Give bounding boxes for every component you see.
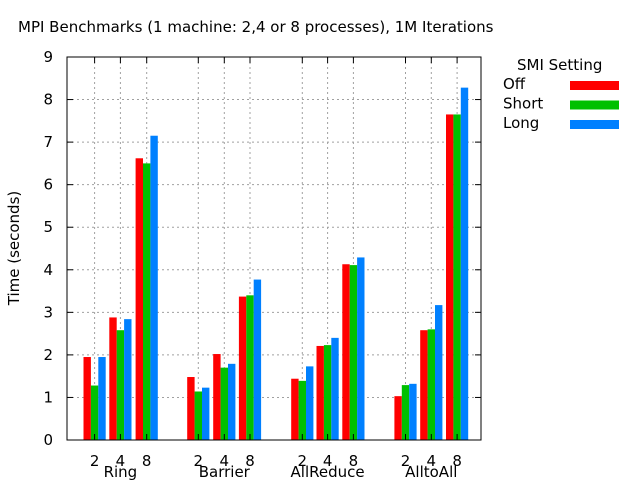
- bar-off-barrier-2: [187, 377, 195, 440]
- bar-long-barrier-4: [228, 363, 236, 440]
- legend-label-short: Short: [503, 95, 543, 113]
- bar-off-allreduce-8: [342, 264, 350, 440]
- bar-off-barrier-4: [213, 354, 221, 440]
- y-tick-label: 0: [43, 431, 53, 449]
- bar-off-allreduce-2: [291, 378, 299, 440]
- bar-short-ring-2: [90, 385, 99, 440]
- y-axis-label: Time (seconds): [5, 191, 23, 307]
- bar-short-ring-8: [143, 163, 151, 440]
- x-tick-label: 8: [349, 452, 359, 470]
- legend-swatch-long: [570, 120, 619, 129]
- legend-label-off: Off: [503, 75, 526, 93]
- x-tick-label: 2: [298, 452, 308, 470]
- bar-off-allreduce-4: [316, 345, 324, 440]
- y-tick-label: 2: [43, 346, 53, 364]
- bar-short-alltoall-4: [427, 329, 435, 440]
- legend-label-long: Long: [503, 114, 539, 132]
- bar-short-barrier-4: [220, 367, 228, 440]
- bar-short-allreduce-4: [323, 345, 332, 440]
- bar-off-alltoall-2: [394, 396, 402, 440]
- bars: [83, 87, 469, 440]
- y-tick-label: 6: [43, 176, 53, 194]
- legend-swatch-off: [570, 81, 619, 90]
- bar-short-alltoall-2: [401, 385, 410, 440]
- x-tick-label: 4: [427, 452, 437, 470]
- bar-long-alltoall-2: [409, 383, 417, 440]
- bar-off-ring-8: [135, 158, 143, 440]
- bar-short-barrier-2: [194, 391, 202, 440]
- x-tick-label: 8: [452, 452, 462, 470]
- x-tick-label: 4: [323, 452, 333, 470]
- group-label: AlltoAll: [405, 463, 457, 480]
- y-tick-label: 1: [43, 388, 53, 406]
- bar-short-barrier-8: [246, 295, 254, 440]
- x-tick-label: 8: [245, 452, 255, 470]
- x-tick-label: 2: [401, 452, 411, 470]
- bar-long-barrier-2: [202, 387, 210, 440]
- legend-swatch-short: [570, 100, 619, 110]
- y-tick-label: 8: [43, 91, 53, 109]
- bar-long-allreduce-2: [306, 366, 314, 440]
- x-tick-label: 4: [116, 452, 126, 470]
- bar-off-barrier-8: [238, 296, 247, 440]
- bar-short-allreduce-2: [298, 380, 306, 440]
- bar-short-alltoall-8: [453, 114, 461, 440]
- y-tick-label: 4: [43, 261, 53, 279]
- y-tick-label: 9: [43, 48, 53, 66]
- x-tick-label: 4: [220, 452, 230, 470]
- bar-long-alltoall-8: [460, 87, 469, 440]
- bar-long-ring-8: [150, 135, 158, 440]
- bar-long-alltoall-4: [435, 305, 443, 440]
- bar-short-allreduce-8: [349, 265, 358, 440]
- chart-title: MPI Benchmarks (1 machine: 2,4 or 8 proc…: [18, 18, 494, 36]
- bar-long-allreduce-8: [357, 257, 365, 440]
- x-tick-label: 8: [142, 452, 152, 470]
- bar-long-barrier-8: [253, 279, 262, 440]
- x-tick-label: 2: [90, 452, 100, 470]
- group-label: Ring: [104, 463, 138, 480]
- bar-off-ring-2: [83, 357, 91, 440]
- x-tick-label: 2: [194, 452, 204, 470]
- group-label: Barrier: [199, 463, 251, 480]
- bar-long-allreduce-4: [331, 337, 339, 440]
- bar-long-ring-2: [98, 357, 106, 440]
- bar-short-ring-4: [116, 330, 125, 440]
- bar-long-ring-4: [124, 319, 132, 440]
- y-tick-label: 7: [43, 133, 53, 151]
- y-tick-label: 5: [43, 218, 53, 236]
- plot-border: [66, 56, 482, 441]
- bar-off-alltoall-4: [420, 330, 428, 440]
- bar-off-alltoall-8: [446, 114, 454, 440]
- group-label: AllReduce: [291, 463, 365, 480]
- legend-title: SMI Setting: [517, 56, 602, 74]
- bar-off-ring-4: [109, 317, 117, 440]
- y-tick-label: 3: [43, 303, 53, 321]
